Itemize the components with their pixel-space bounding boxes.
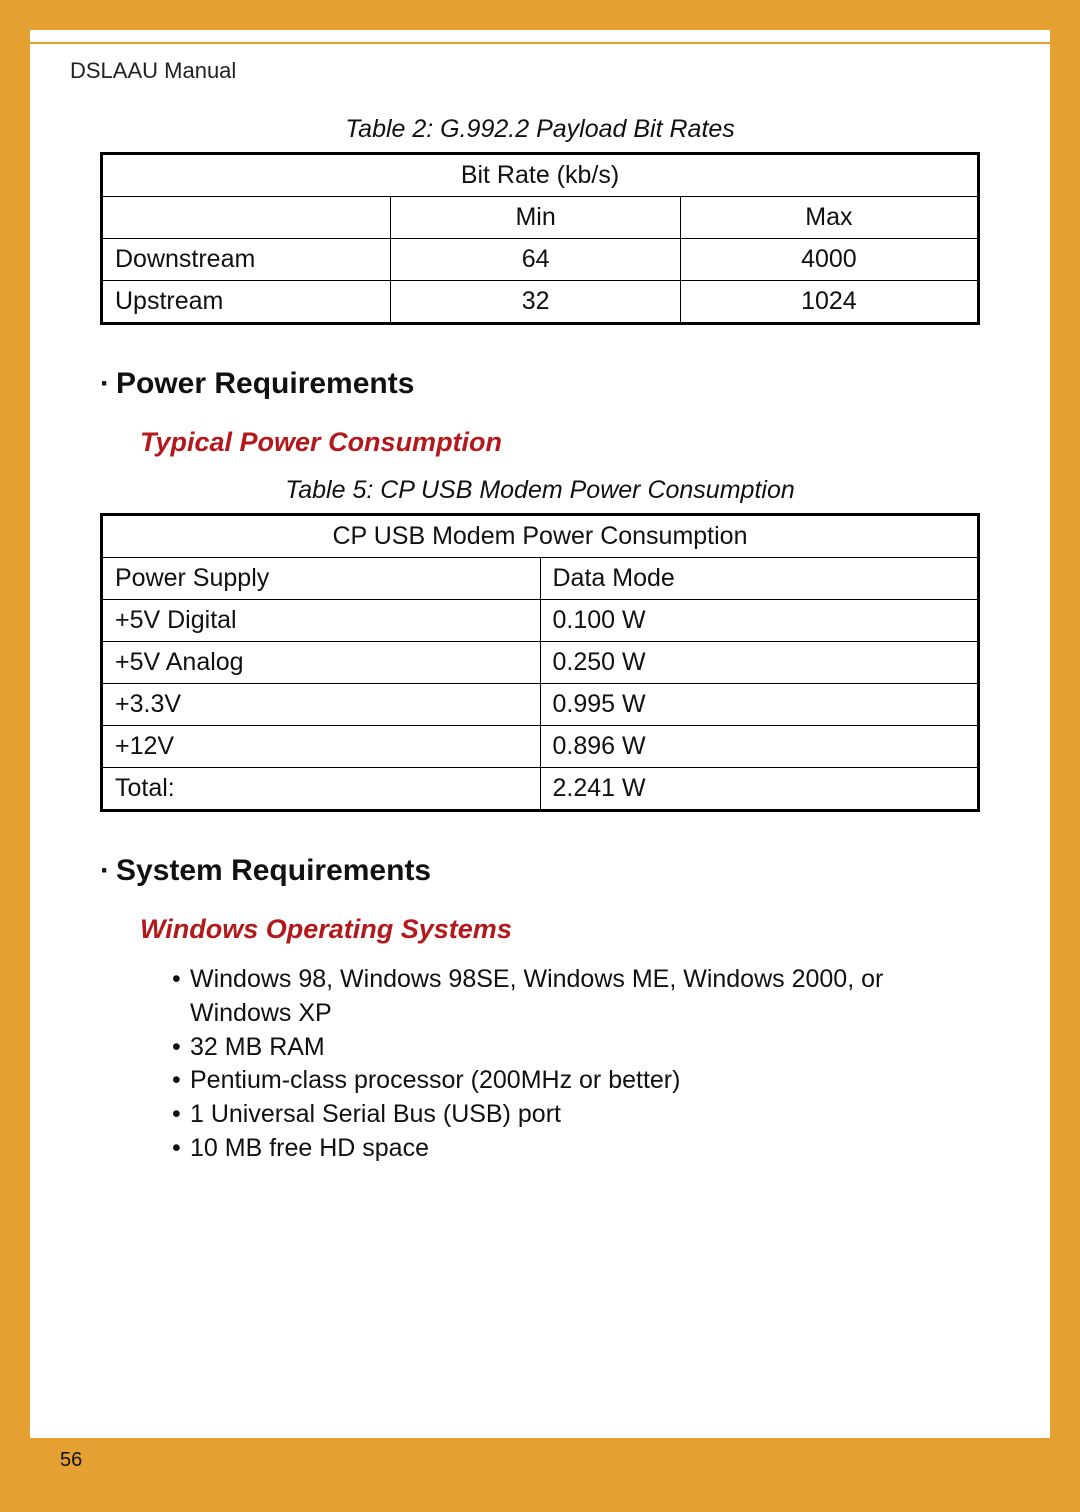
content-area: Table 2: G.992.2 Payload Bit Rates Bit R… <box>100 115 980 1166</box>
table-row: +5V Analog 0.250 W <box>102 642 979 684</box>
page-number: 56 <box>60 1449 82 1472</box>
table5: CP USB Modem Power Consumption Power Sup… <box>100 513 980 812</box>
list-item: 1 Universal Serial Bus (USB) port <box>190 1098 980 1132</box>
section-title: Power Requirements <box>116 367 414 400</box>
table-row: CP USB Modem Power Consumption <box>102 515 979 558</box>
section-system-requirements: ·System Requirements <box>100 854 980 888</box>
table5-cell: +12V <box>102 726 541 768</box>
subheading-windows-os: Windows Operating Systems <box>140 914 980 945</box>
section-power-requirements: ·Power Requirements <box>100 367 980 401</box>
table5-cell: 0.100 W <box>540 600 979 642</box>
list-item: 32 MB RAM <box>190 1031 980 1065</box>
table5-cell: +5V Analog <box>102 642 541 684</box>
table2-col-min: Min <box>391 197 680 239</box>
table5-cell: +3.3V <box>102 684 541 726</box>
table2-col-blank <box>102 197 391 239</box>
table-row: +3.3V 0.995 W <box>102 684 979 726</box>
table5-cell: Total: <box>102 768 541 811</box>
table5-col-mode: Data Mode <box>540 558 979 600</box>
table2-cell: Upstream <box>102 281 391 324</box>
table2-caption: Table 2: G.992.2 Payload Bit Rates <box>100 115 980 144</box>
table2-cell: 64 <box>391 239 680 281</box>
table5-cell: +5V Digital <box>102 600 541 642</box>
subheading-typical-power: Typical Power Consumption <box>140 427 980 458</box>
list-item: Pentium-class processor (200MHz or bette… <box>190 1064 980 1098</box>
table-row: Min Max <box>102 197 979 239</box>
table5-cell: 0.995 W <box>540 684 979 726</box>
table-row: Total: 2.241 W <box>102 768 979 811</box>
table2-header-span: Bit Rate (kb/s) <box>102 154 979 197</box>
table-row: Power Supply Data Mode <box>102 558 979 600</box>
table2-cell: 32 <box>391 281 680 324</box>
page: DSLAAU Manual Table 2: G.992.2 Payload B… <box>30 30 1050 1482</box>
bullet-icon: · <box>100 854 110 887</box>
bullet-icon: · <box>100 367 110 400</box>
table-row: +12V 0.896 W <box>102 726 979 768</box>
table-row: +5V Digital 0.100 W <box>102 600 979 642</box>
top-rule <box>30 42 1050 44</box>
table5-col-supply: Power Supply <box>102 558 541 600</box>
table2-cell: 1024 <box>680 281 978 324</box>
table5-header-span: CP USB Modem Power Consumption <box>102 515 979 558</box>
table2-cell: 4000 <box>680 239 978 281</box>
table2: Bit Rate (kb/s) Min Max Downstream 64 40… <box>100 152 980 325</box>
list-item: Windows 98, Windows 98SE, Windows ME, Wi… <box>190 963 980 1031</box>
table-row: Downstream 64 4000 <box>102 239 979 281</box>
footer-bar: 56 <box>30 1438 1050 1482</box>
table5-caption: Table 5: CP USB Modem Power Consumption <box>100 476 980 505</box>
table5-cell: 0.250 W <box>540 642 979 684</box>
table5-cell: 2.241 W <box>540 768 979 811</box>
table2-col-max: Max <box>680 197 978 239</box>
section-title: System Requirements <box>116 854 431 887</box>
table5-cell: 0.896 W <box>540 726 979 768</box>
requirements-list: Windows 98, Windows 98SE, Windows ME, Wi… <box>190 963 980 1166</box>
table2-cell: Downstream <box>102 239 391 281</box>
running-header: DSLAAU Manual <box>70 58 236 84</box>
list-item: 10 MB free HD space <box>190 1132 980 1166</box>
table-row: Bit Rate (kb/s) <box>102 154 979 197</box>
table-row: Upstream 32 1024 <box>102 281 979 324</box>
